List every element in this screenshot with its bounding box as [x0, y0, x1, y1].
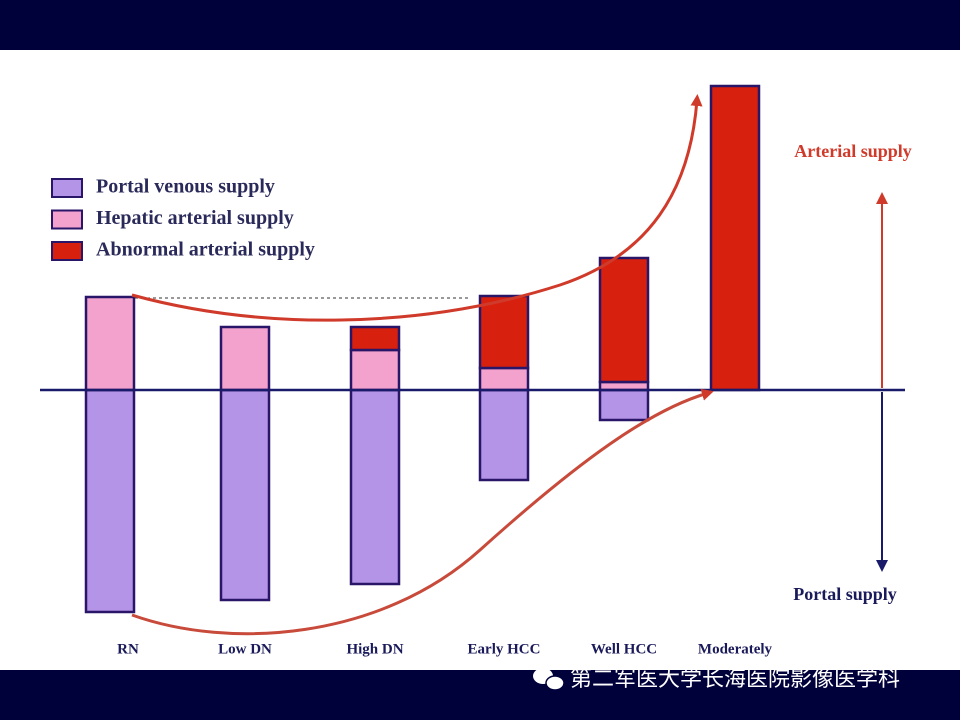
x-tick-label: RN	[117, 641, 139, 657]
portal-label: Portal supply	[793, 584, 897, 604]
bar-segment	[598, 388, 650, 422]
bar-segment	[349, 348, 401, 392]
x-tick-label: Moderately	[698, 641, 773, 657]
bar-segment	[349, 325, 401, 352]
bar-segment	[478, 388, 530, 482]
bar-segment	[349, 388, 401, 586]
watermark: 第二军医大学长海医院影像医学科	[570, 667, 900, 692]
watermark-icon	[533, 668, 565, 691]
x-tick-label: High DN	[346, 641, 403, 657]
x-tick-label: Low DN	[218, 641, 272, 657]
x-tick-label: Early HCC	[468, 641, 541, 657]
legend-swatch	[51, 209, 83, 230]
arterial-label: Arterial supply	[794, 141, 912, 161]
legend-swatch	[51, 178, 83, 198]
plot: RN Low DN High DN Early HCC Well HCC Moderate…	[84, 84, 773, 657]
x-tick-label: Well HCC	[591, 641, 657, 657]
bottom-band	[0, 670, 960, 720]
upper-trend-arrow	[131, 94, 703, 322]
bar-segment	[219, 388, 271, 602]
legend-label: Hepatic arterial supply	[96, 207, 294, 229]
bar-segment	[709, 84, 761, 392]
legend-label: Portal venous supply	[96, 176, 275, 198]
bar-segment	[84, 388, 136, 614]
top-band	[0, 0, 960, 50]
bar-segment	[84, 295, 136, 392]
bar-segment	[478, 294, 530, 370]
legend-label: Abnormal arterial supply	[96, 239, 315, 261]
bar-segment	[598, 256, 650, 384]
legend-swatch	[51, 241, 83, 261]
lower-trend-arrow	[131, 388, 714, 636]
bar-segment	[478, 366, 530, 392]
bar-segment	[219, 325, 271, 392]
